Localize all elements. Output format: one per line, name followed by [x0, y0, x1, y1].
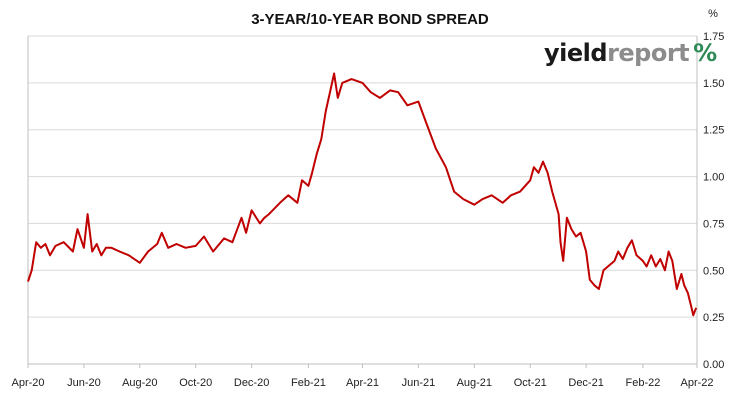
logo-percent-icon: %: [693, 39, 717, 67]
x-tick-label: Feb-22: [626, 377, 661, 389]
x-tick-label: Apr-22: [680, 377, 713, 389]
spread-line: [27, 72, 698, 317]
yieldreport-logo: yieldreport%: [544, 39, 718, 67]
svg-text:yieldreport%: yieldreport%: [544, 39, 717, 67]
y-tick-label: 1.25: [703, 125, 724, 137]
x-tick-labels: Apr-20 Jun-20 Aug-20 Oct-20 Dec-20 Feb-21 Apr-…: [11, 364, 714, 389]
y-tick-label: 1.75: [703, 31, 724, 43]
x-tick-label: Apr-20: [11, 377, 44, 389]
x-tick-label: Oct-21: [514, 377, 547, 389]
y-tick-label: 0.00: [703, 359, 724, 371]
y-tick-label: 0.75: [703, 218, 724, 230]
y-tick-label: 0.25: [703, 312, 724, 324]
y-tick-labels: 0.00 0.25 0.50 0.75 1.00 1.25 1.50 1.75: [703, 31, 724, 371]
logo-yield-text: yield: [544, 39, 607, 67]
x-tick-label: Oct-20: [179, 377, 212, 389]
y-tick-label: 0.50: [703, 265, 724, 277]
x-tick-label: Apr-21: [346, 377, 379, 389]
x-tick-label: Aug-20: [122, 377, 157, 389]
x-tick-label: Jun-20: [67, 377, 101, 389]
x-tick-label: Dec-20: [234, 377, 269, 389]
logo-report-text: report: [607, 39, 689, 67]
chart-title: 3-YEAR/10-YEAR BOND SPREAD: [251, 11, 489, 28]
x-tick-label: Aug-21: [457, 377, 492, 389]
x-tick-label: Dec-21: [568, 377, 603, 389]
y-tick-label: 1.00: [703, 172, 724, 184]
y-unit-label: %: [708, 8, 718, 20]
x-tick-label: Feb-21: [291, 377, 326, 389]
x-tick-label: Jun-21: [402, 377, 436, 389]
gridlines: [28, 35, 697, 318]
y-tick-label: 1.50: [703, 78, 724, 90]
